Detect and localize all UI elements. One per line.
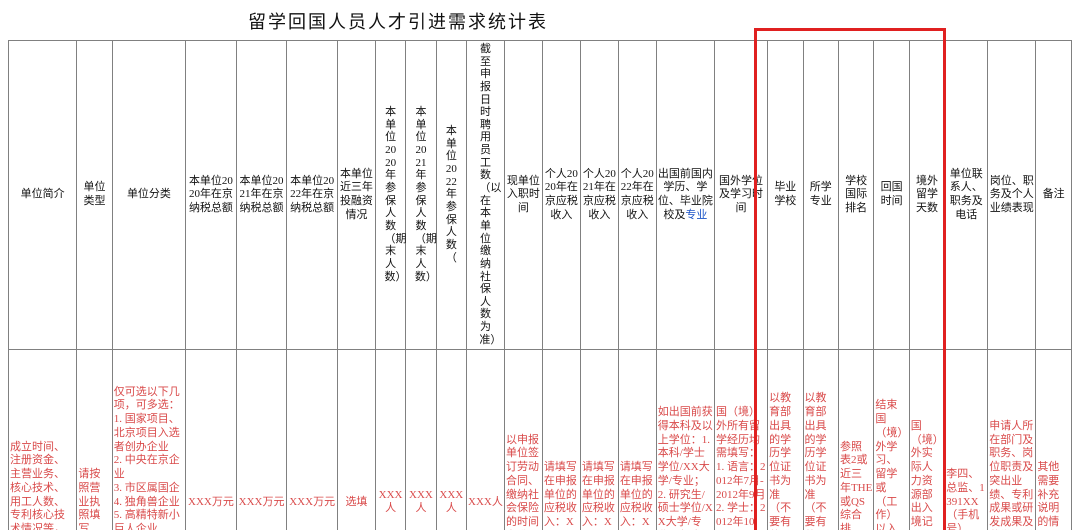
cell-c1: 请按照营业执照填写 bbox=[77, 350, 112, 530]
cell-c20: 结束国（境）外学习、留学或（工作）以入境时间为准：2018年9月 bbox=[874, 350, 909, 530]
cell-c7: XXX人 bbox=[375, 350, 405, 530]
header-c4: 本单位2021年在京纳税总额 bbox=[236, 41, 287, 350]
data-table: 单位简介单位类型单位分类本单位2020年在京纳税总额本单位2021年在京纳税总额… bbox=[8, 40, 1072, 530]
cell-c22: 李四、总监、1391XX（手机号） bbox=[945, 350, 988, 530]
header-c22: 单位联系人、职务及电话 bbox=[945, 41, 988, 350]
header-c3: 本单位2020年在京纳税总额 bbox=[186, 41, 237, 350]
cell-c4: XXX万元 bbox=[236, 350, 287, 530]
header-c15: 出国前国内学历、学位、毕业院校及专业 bbox=[656, 41, 714, 350]
cell-c9: XXX人 bbox=[436, 350, 466, 530]
table-header-row: 单位简介单位类型单位分类本单位2020年在京纳税总额本单位2021年在京纳税总额… bbox=[9, 41, 1072, 350]
cell-c3: XXX万元 bbox=[186, 350, 237, 530]
cell-c24: 其他需要补充说明的情况 bbox=[1036, 350, 1072, 530]
cell-c12: 请填写在申报单位的应税收入：XXX元 bbox=[542, 350, 580, 530]
header-c5: 本单位2022年在京纳税总额 bbox=[287, 41, 338, 350]
cell-c2: 仅可选以下几项，可多选：1. 国家项目、北京项目入选者创办企业2. 中央在京企业… bbox=[112, 350, 185, 530]
cell-c6: 选填 bbox=[337, 350, 375, 530]
cell-c23: 申请人所在部门及职务、岗位职责及突出业绩、专利成果或研发成果及荣誉、影响力等。请… bbox=[988, 350, 1036, 530]
header-c10: 截至申报日时聘用员工数（以在本单位缴纳社保人数为准） bbox=[467, 41, 505, 350]
cell-c15: 如出国前获得本科及以上学位：1. 本科/学士学位/XX大学/专业；2. 研究生/… bbox=[656, 350, 714, 530]
cell-c0: 成立时间、注册资金、主营业务、核心技术、用工人数、专利核心技术情况等，请在150… bbox=[9, 350, 77, 530]
header-c21: 境外留学天数 bbox=[909, 41, 944, 350]
header-c0: 单位简介 bbox=[9, 41, 77, 350]
header-c7: 本单位2020年参保人数（期末人数） bbox=[375, 41, 405, 350]
cell-c19: 参照表2或近三年THE或QS综合排名：57 bbox=[838, 350, 873, 530]
header-c2: 单位分类 bbox=[112, 41, 185, 350]
header-c1: 单位类型 bbox=[77, 41, 112, 350]
cell-c18: 以教育部出具的学历学位证书为准（不要有英文）：高级计算机科学 bbox=[803, 350, 838, 530]
cell-c21: 国（境）外实际人力资源部出入境记录天数为准：561天 bbox=[909, 350, 944, 530]
header-c14: 个人2022年在京应税收入 bbox=[618, 41, 656, 350]
cell-c13: 请填写在申报单位的应税收入：XXX元 bbox=[580, 350, 618, 530]
cell-c16: 国（境）外所有留学经历均需填写：1. 语言：2012年7月-2012年9月 2.… bbox=[714, 350, 767, 530]
header-c19: 学校国际排名 bbox=[838, 41, 873, 350]
cell-c5: XXX万元 bbox=[287, 350, 338, 530]
header-c24: 备注 bbox=[1036, 41, 1072, 350]
cell-c17: 以教育部出具的学历学位证书为准（不要有英文）：英国曼彻斯特大学 bbox=[768, 350, 803, 530]
cell-c8: XXX人 bbox=[406, 350, 436, 530]
table-row: 成立时间、注册资金、主营业务、核心技术、用工人数、专利核心技术情况等，请在150… bbox=[9, 350, 1072, 530]
header-c12: 个人2020年在京应税收入 bbox=[542, 41, 580, 350]
cell-c11: 以申报单位签订劳动合同、缴纳社会保险的时间为准：2019年1月 bbox=[504, 350, 542, 530]
header-c11: 现单位入职时间 bbox=[504, 41, 542, 350]
page-root: 留学回国人员人才引进需求统计表 单位简介单位类型单位分类本单位2020年在京纳税… bbox=[0, 0, 1080, 530]
header-c23: 岗位、职务及个人业绩表现 bbox=[988, 41, 1036, 350]
page-title: 留学回国人员人才引进需求统计表 bbox=[8, 8, 1072, 34]
cell-c10: XXX人 bbox=[467, 350, 505, 530]
header-c13: 个人2021年在京应税收入 bbox=[580, 41, 618, 350]
header-c8: 本单位2021年参保人数（期末人数） bbox=[406, 41, 436, 350]
header-c18: 所学专业 bbox=[803, 41, 838, 350]
header-c9: 本单位2022年参保人数（ bbox=[436, 41, 466, 350]
header-c6: 本单位近三年投融资情况 bbox=[337, 41, 375, 350]
header-c16: 国外学位及学习时间 bbox=[714, 41, 767, 350]
header-c20: 回国时间 bbox=[874, 41, 909, 350]
cell-c14: 请填写在申报单位的应税收入：XXX元 bbox=[618, 350, 656, 530]
header-c17: 毕业学校 bbox=[768, 41, 803, 350]
